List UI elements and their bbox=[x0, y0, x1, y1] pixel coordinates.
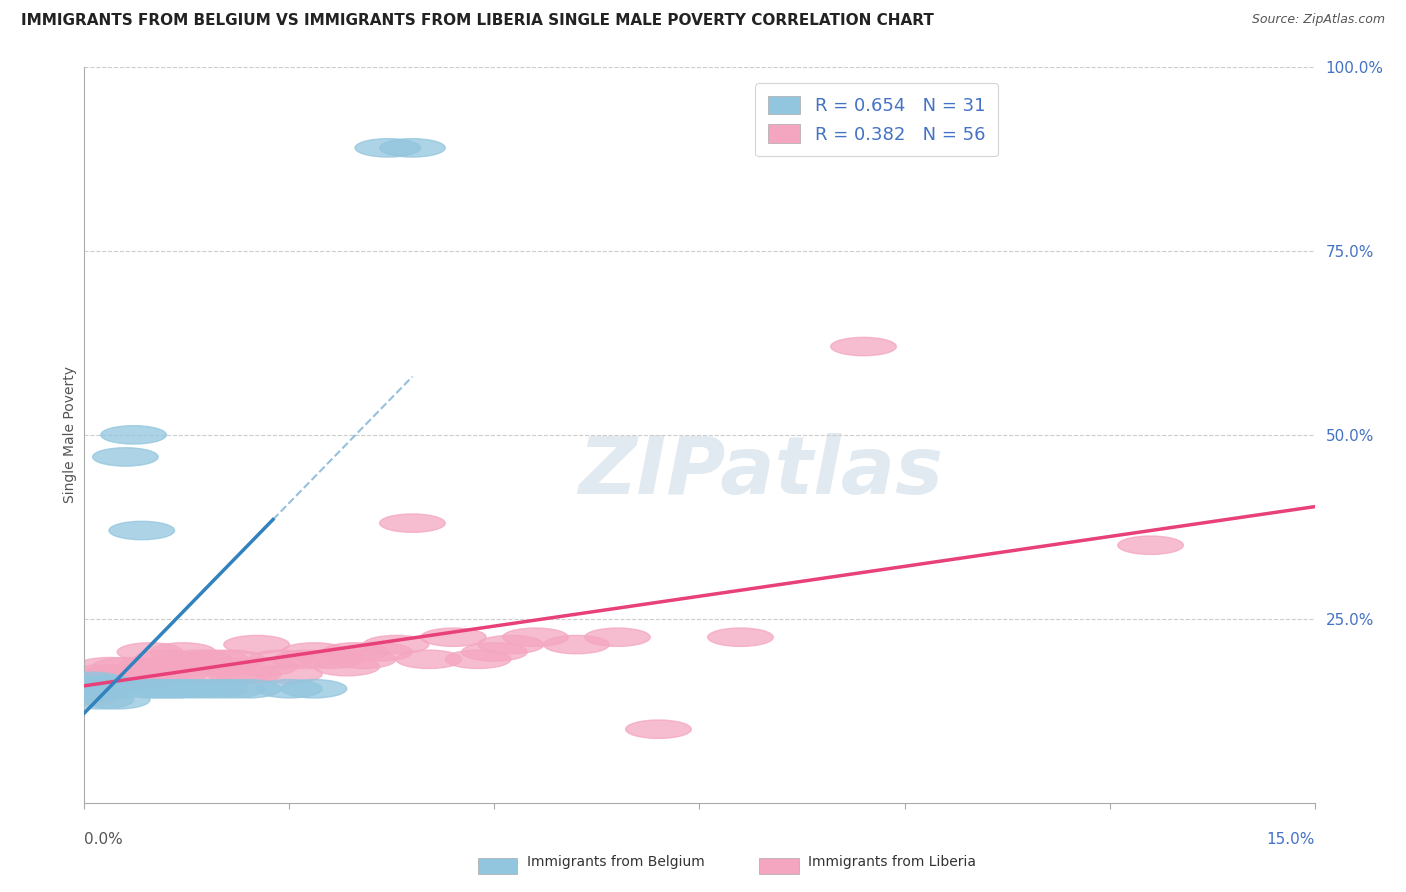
Ellipse shape bbox=[53, 680, 120, 698]
Ellipse shape bbox=[67, 673, 134, 690]
Ellipse shape bbox=[72, 676, 138, 694]
Ellipse shape bbox=[134, 657, 200, 676]
Ellipse shape bbox=[84, 690, 150, 709]
Ellipse shape bbox=[1118, 536, 1184, 555]
Ellipse shape bbox=[117, 657, 183, 676]
Ellipse shape bbox=[200, 650, 264, 668]
Ellipse shape bbox=[110, 665, 174, 683]
Ellipse shape bbox=[58, 676, 122, 694]
Ellipse shape bbox=[183, 680, 249, 698]
Ellipse shape bbox=[396, 650, 461, 668]
Ellipse shape bbox=[63, 680, 129, 698]
Legend: R = 0.654   N = 31, R = 0.382   N = 56: R = 0.654 N = 31, R = 0.382 N = 56 bbox=[755, 83, 998, 156]
Ellipse shape bbox=[257, 665, 322, 683]
Ellipse shape bbox=[478, 635, 544, 654]
Ellipse shape bbox=[215, 665, 281, 683]
Ellipse shape bbox=[150, 680, 215, 698]
Ellipse shape bbox=[59, 673, 125, 690]
Ellipse shape bbox=[626, 720, 692, 739]
Ellipse shape bbox=[831, 337, 897, 356]
Ellipse shape bbox=[67, 680, 134, 698]
Ellipse shape bbox=[84, 680, 150, 698]
Ellipse shape bbox=[200, 680, 264, 698]
Ellipse shape bbox=[93, 448, 159, 467]
Ellipse shape bbox=[56, 683, 121, 702]
Text: 15.0%: 15.0% bbox=[1267, 832, 1315, 847]
Ellipse shape bbox=[215, 680, 281, 698]
Ellipse shape bbox=[249, 650, 314, 668]
Ellipse shape bbox=[101, 425, 166, 444]
Ellipse shape bbox=[101, 673, 166, 690]
Ellipse shape bbox=[76, 680, 142, 698]
Ellipse shape bbox=[63, 680, 129, 698]
Ellipse shape bbox=[142, 665, 208, 683]
Ellipse shape bbox=[159, 657, 224, 676]
Ellipse shape bbox=[166, 680, 232, 698]
Text: 0.0%: 0.0% bbox=[84, 832, 124, 847]
Ellipse shape bbox=[330, 650, 396, 668]
Ellipse shape bbox=[59, 673, 125, 690]
Ellipse shape bbox=[322, 643, 388, 661]
Ellipse shape bbox=[273, 650, 339, 668]
Text: IMMIGRANTS FROM BELGIUM VS IMMIGRANTS FROM LIBERIA SINGLE MALE POVERTY CORRELATI: IMMIGRANTS FROM BELGIUM VS IMMIGRANTS FR… bbox=[21, 13, 934, 29]
Ellipse shape bbox=[183, 650, 249, 668]
Ellipse shape bbox=[134, 680, 200, 698]
Ellipse shape bbox=[380, 514, 446, 533]
Ellipse shape bbox=[62, 680, 127, 698]
Text: ZIPatlas: ZIPatlas bbox=[578, 433, 943, 510]
Ellipse shape bbox=[298, 650, 363, 668]
Text: Source: ZipAtlas.com: Source: ZipAtlas.com bbox=[1251, 13, 1385, 27]
Ellipse shape bbox=[281, 643, 347, 661]
Ellipse shape bbox=[191, 657, 257, 676]
Ellipse shape bbox=[380, 138, 446, 157]
Ellipse shape bbox=[166, 650, 232, 668]
Ellipse shape bbox=[134, 650, 200, 668]
Ellipse shape bbox=[356, 138, 420, 157]
Ellipse shape bbox=[363, 635, 429, 654]
Ellipse shape bbox=[544, 635, 609, 654]
Ellipse shape bbox=[257, 680, 322, 698]
Ellipse shape bbox=[461, 643, 527, 661]
Ellipse shape bbox=[150, 643, 215, 661]
Ellipse shape bbox=[76, 673, 142, 690]
Text: Immigrants from Liberia: Immigrants from Liberia bbox=[808, 855, 976, 869]
Ellipse shape bbox=[281, 680, 347, 698]
Ellipse shape bbox=[420, 628, 486, 647]
Ellipse shape bbox=[67, 690, 134, 709]
Ellipse shape bbox=[93, 665, 159, 683]
Ellipse shape bbox=[56, 687, 121, 706]
Ellipse shape bbox=[59, 680, 125, 698]
Ellipse shape bbox=[93, 657, 159, 676]
Ellipse shape bbox=[585, 628, 651, 647]
Ellipse shape bbox=[53, 680, 120, 698]
Ellipse shape bbox=[347, 643, 412, 661]
Ellipse shape bbox=[59, 680, 125, 698]
Ellipse shape bbox=[110, 521, 174, 540]
Ellipse shape bbox=[174, 665, 240, 683]
Ellipse shape bbox=[224, 635, 290, 654]
Y-axis label: Single Male Poverty: Single Male Poverty bbox=[63, 367, 77, 503]
Ellipse shape bbox=[67, 665, 134, 683]
Ellipse shape bbox=[117, 643, 183, 661]
Ellipse shape bbox=[125, 665, 191, 683]
Ellipse shape bbox=[117, 680, 183, 698]
Ellipse shape bbox=[125, 680, 191, 698]
Ellipse shape bbox=[503, 628, 568, 647]
Ellipse shape bbox=[76, 657, 142, 676]
Text: Immigrants from Belgium: Immigrants from Belgium bbox=[527, 855, 704, 869]
Ellipse shape bbox=[84, 665, 150, 683]
Ellipse shape bbox=[232, 657, 298, 676]
Ellipse shape bbox=[707, 628, 773, 647]
Ellipse shape bbox=[84, 673, 150, 690]
Ellipse shape bbox=[314, 657, 380, 676]
Ellipse shape bbox=[63, 676, 129, 694]
Ellipse shape bbox=[208, 665, 273, 683]
Ellipse shape bbox=[76, 676, 142, 694]
Ellipse shape bbox=[101, 665, 166, 683]
Ellipse shape bbox=[142, 680, 208, 698]
Ellipse shape bbox=[446, 650, 510, 668]
